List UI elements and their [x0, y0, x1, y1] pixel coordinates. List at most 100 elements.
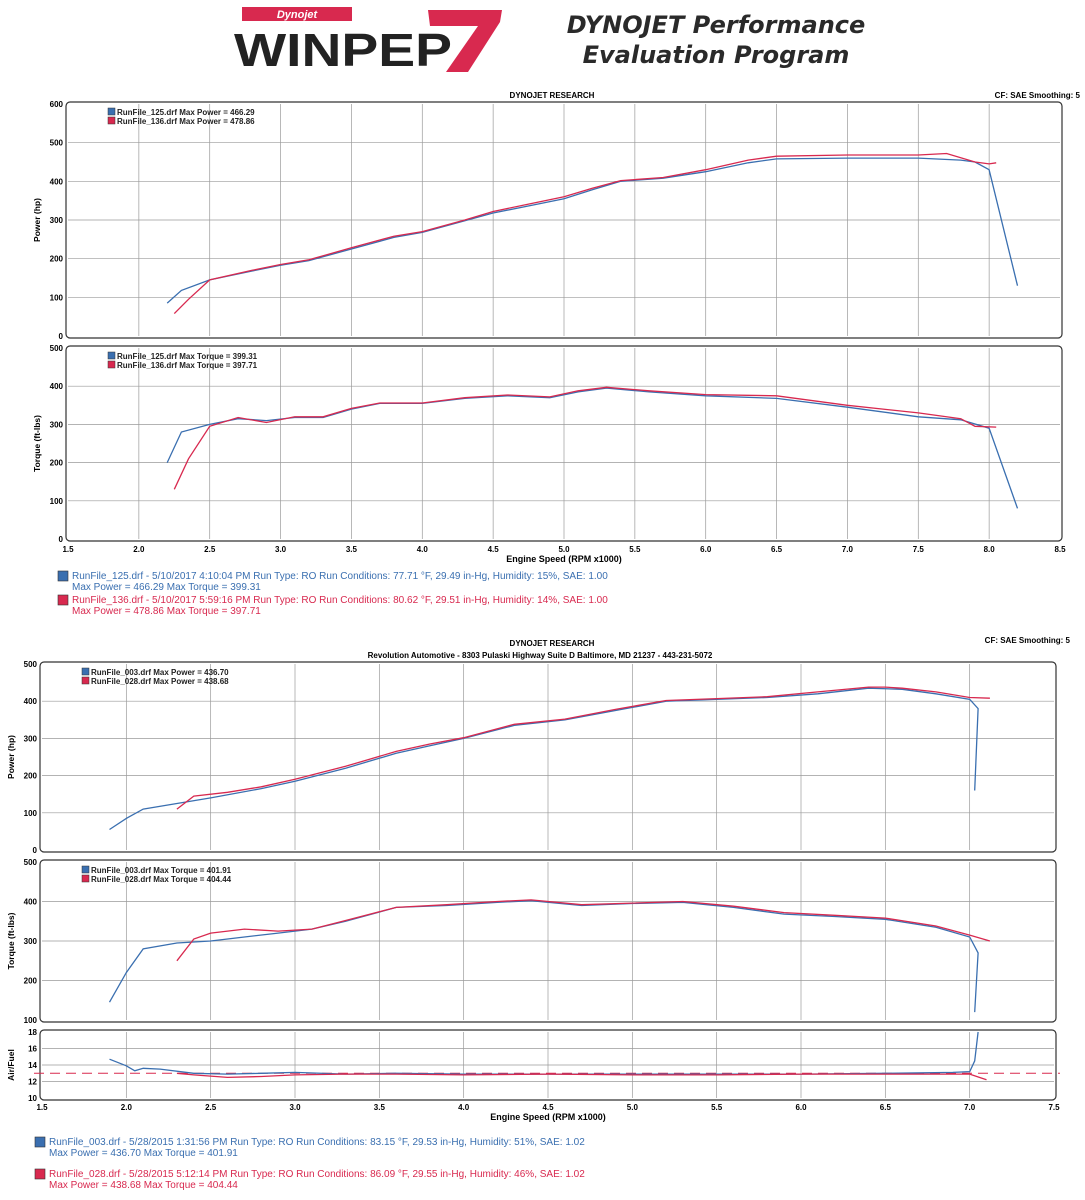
- x-tick-label: 6.0: [795, 1103, 807, 1112]
- legend-swatch: [81, 874, 90, 883]
- y-tick-label: 400: [24, 898, 38, 907]
- y-tick-label: 300: [50, 420, 64, 429]
- x-tick-label: 3.0: [289, 1103, 301, 1112]
- chart-title: DYNOJET RESEARCH: [510, 91, 595, 100]
- correction-factor-label: CF: SAE Smoothing: 5: [985, 636, 1071, 645]
- x-tick-label: 2.0: [133, 545, 145, 554]
- legend-label: RunFile_125.drf Max Torque = 399.31: [117, 352, 258, 361]
- x-axis-label: Engine Speed (RPM x1000): [506, 554, 622, 564]
- legend-swatch: [81, 667, 90, 676]
- y-axis-label: Torque (ft-lbs): [32, 415, 42, 472]
- legend-swatch: [107, 107, 116, 116]
- y-tick-label: 500: [24, 858, 38, 867]
- x-tick-label: 1.5: [62, 545, 74, 554]
- run-conditions: RunFile_028.drf - 5/28/2015 5:12:14 PM R…: [49, 1169, 585, 1180]
- legend-label: RunFile_003.drf Max Torque = 401.91: [91, 866, 232, 875]
- run-max-values: Max Power = 478.86 Max Torque = 397.71: [72, 606, 261, 617]
- x-tick-label: 6.5: [771, 545, 783, 554]
- x-tick-label: 2.5: [204, 545, 216, 554]
- run-conditions: RunFile_003.drf - 5/28/2015 1:31:56 PM R…: [49, 1137, 585, 1148]
- y-tick-label: 200: [24, 772, 38, 781]
- legend-label: RunFile_136.drf Max Torque = 397.71: [117, 361, 258, 370]
- x-tick-label: 2.5: [205, 1103, 217, 1112]
- y-tick-label: 600: [50, 100, 64, 109]
- logo-main-text: WINPEP: [234, 24, 452, 74]
- y-axis-label: Power (hp): [6, 735, 16, 779]
- legend-swatch: [81, 865, 90, 874]
- y-axis-label: Power (hp): [32, 198, 42, 242]
- series-line-red: [173, 386, 997, 490]
- series-line-blue: [109, 1031, 979, 1075]
- correction-factor-label: CF: SAE Smoothing: 5: [995, 91, 1081, 100]
- series-line-red: [176, 1072, 987, 1081]
- x-axis-label: Engine Speed (RPM x1000): [490, 1112, 606, 1122]
- y-tick-label: 400: [24, 697, 38, 706]
- run-swatch: [57, 570, 69, 582]
- x-tick-label: 8.5: [1054, 545, 1066, 554]
- chart-subtitle: Revolution Automotive - 8303 Pulaski Hig…: [368, 651, 713, 660]
- legend-swatch: [81, 676, 90, 685]
- y-tick-label: 100: [24, 1016, 38, 1025]
- y-tick-label: 16: [28, 1045, 37, 1054]
- y-tick-label: 400: [50, 382, 64, 391]
- y-tick-label: 300: [24, 734, 38, 743]
- y-axis-label: Torque (ft-lbs): [6, 912, 16, 969]
- y-tick-label: 0: [59, 535, 64, 544]
- x-tick-label: 4.5: [542, 1103, 554, 1112]
- y-tick-label: 0: [59, 332, 64, 341]
- y-tick-label: 400: [50, 177, 64, 186]
- x-tick-label: 4.0: [417, 545, 429, 554]
- run-max-values: Max Power = 466.29 Max Torque = 399.31: [72, 582, 261, 593]
- y-axis-label: Air/Fuel: [6, 1049, 16, 1081]
- y-tick-label: 200: [50, 255, 64, 264]
- legend-label: RunFile_003.drf Max Power = 436.70: [91, 668, 229, 677]
- y-tick-label: 12: [28, 1078, 37, 1087]
- chart-title: DYNOJET RESEARCH: [510, 639, 595, 648]
- x-tick-label: 3.5: [346, 545, 358, 554]
- logo-banner: [242, 7, 352, 21]
- legend-label: RunFile_028.drf Max Torque = 404.44: [91, 875, 232, 884]
- x-tick-label: 5.0: [627, 1103, 639, 1112]
- legend-swatch: [107, 116, 116, 125]
- panel-air-fuel: 10 12 14 16 18 Air/Fuel: [6, 1028, 1060, 1103]
- y-tick-label: 10: [28, 1094, 37, 1103]
- x-tick-label: 2.0: [121, 1103, 133, 1112]
- x-tick-label: 7.5: [1048, 1103, 1060, 1112]
- y-tick-label: 100: [50, 497, 64, 506]
- x-tick-label: 5.5: [711, 1103, 723, 1112]
- run-max-values: Max Power = 436.70 Max Torque = 401.91: [49, 1148, 238, 1159]
- series-line-red: [173, 152, 997, 315]
- y-tick-label: 500: [24, 660, 38, 669]
- chart-bottom: DYNOJET RESEARCH Revolution Automotive - …: [6, 636, 1071, 1191]
- y-tick-label: 200: [24, 977, 38, 986]
- x-tick-label: 7.5: [913, 545, 925, 554]
- logo-seven-shape: [428, 10, 502, 72]
- series-line-blue: [109, 687, 979, 831]
- winpep-logo: Dynojet WINPEP: [232, 4, 510, 76]
- y-tick-label: 100: [24, 809, 38, 818]
- header-title-line2: Evaluation Program: [582, 41, 850, 69]
- x-tick-label: 4.5: [488, 545, 500, 554]
- y-tick-label: 300: [50, 216, 64, 225]
- legend-swatch: [107, 360, 116, 369]
- y-tick-label: 14: [28, 1061, 37, 1070]
- x-tick-label: 3.5: [374, 1103, 386, 1112]
- x-tick-label: 6.5: [880, 1103, 892, 1112]
- panel-power-hp-: 0 100 200 300 400 500 Power (hp) RunFile_003.dr…: [6, 660, 1057, 855]
- logo-small-text: Dynojet: [277, 9, 319, 21]
- y-tick-label: 0: [33, 846, 38, 855]
- series-line-red: [176, 686, 990, 810]
- x-tick-label: 7.0: [842, 545, 854, 554]
- legend-label: RunFile_125.drf Max Power = 466.29: [117, 108, 255, 117]
- chart-top: DYNOJET RESEARCH CF: SAE Smoothing: 5 0 100…: [32, 91, 1081, 617]
- y-tick-label: 500: [50, 139, 64, 148]
- run-conditions: RunFile_125.drf - 5/10/2017 4:10:04 PM R…: [72, 571, 608, 582]
- series-line-blue: [166, 387, 1019, 509]
- y-tick-label: 300: [24, 937, 38, 946]
- y-tick-label: 100: [50, 293, 64, 302]
- x-tick-label: 5.0: [558, 545, 570, 554]
- series-line-red: [176, 899, 991, 962]
- run-max-values: Max Power = 438.68 Max Torque = 404.44: [49, 1180, 238, 1191]
- x-tick-label: 3.0: [275, 545, 287, 554]
